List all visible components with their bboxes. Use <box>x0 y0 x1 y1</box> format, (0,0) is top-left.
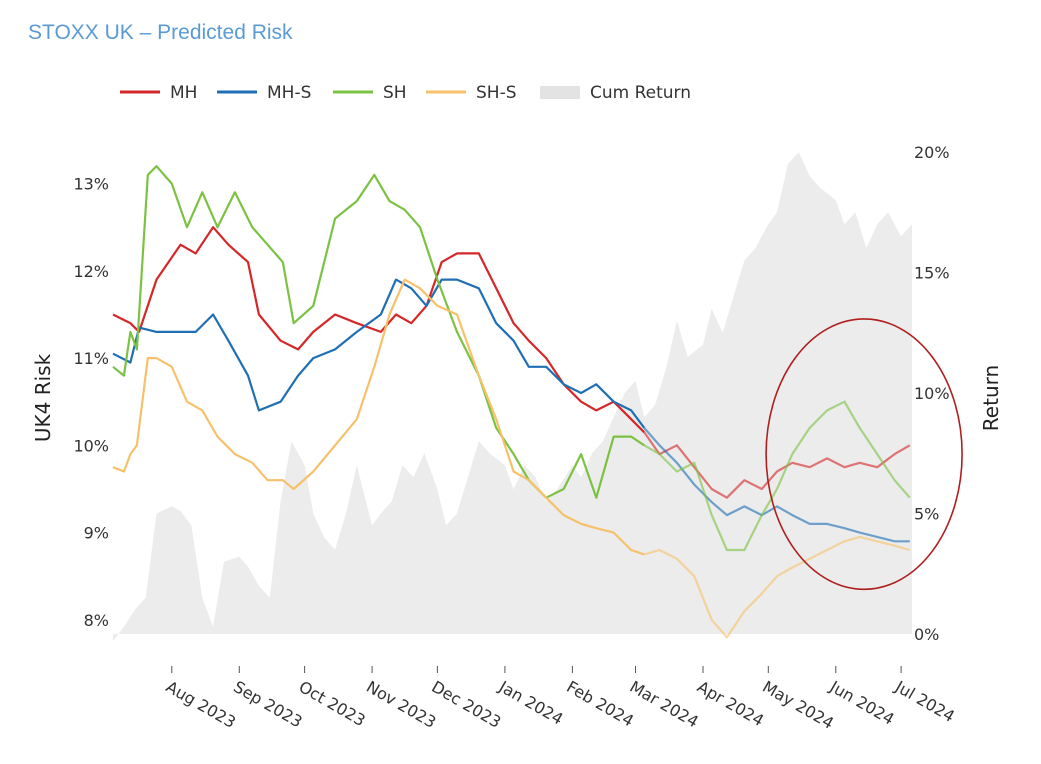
x-tick-label: Dec 2023 <box>428 677 504 732</box>
series-line-sh-s <box>112 278 645 556</box>
y-left-tick-label: 10% <box>73 436 109 455</box>
series-line-mh-faded <box>643 431 911 499</box>
y-right-tick-label: 15% <box>914 264 950 283</box>
y-left-tick-label: 13% <box>73 175 109 194</box>
legend-label-mh-s: MH-S <box>267 83 311 103</box>
x-tick-label: Aug 2023 <box>163 677 239 732</box>
y-right-tick-label: 0% <box>914 625 939 644</box>
legend-label-sh: SH <box>383 83 407 103</box>
x-tick-label: Jul 2024 <box>891 677 958 727</box>
y-left-tick-label: 12% <box>73 262 109 281</box>
highlight-ellipse <box>765 318 963 591</box>
legend: MH MH-S SH SH-S Cum Return <box>120 83 691 103</box>
chart-title: STOXX UK – Predicted Risk <box>28 21 293 44</box>
legend-label-mh: MH <box>170 83 197 103</box>
series-line-mh-s-faded <box>643 427 910 543</box>
x-tick-label: Apr 2024 <box>694 677 767 730</box>
y-left-tick-label: 11% <box>73 349 109 368</box>
left-axis-title: UK4 Risk <box>31 353 55 442</box>
series-line-sh-faded <box>643 400 911 552</box>
y-right-tick-label: 20% <box>914 143 950 162</box>
series-line-sh-s-faded <box>643 535 911 639</box>
y-right-tick-label: 5% <box>914 505 939 524</box>
x-tick-label: Nov 2023 <box>363 677 439 732</box>
lines-layer <box>112 165 911 639</box>
series-line-mh-s <box>112 278 646 429</box>
y-left-tick-label: 8% <box>84 611 109 630</box>
x-tick-label: Jun 2024 <box>826 677 898 729</box>
legend-swatch-cum-return <box>540 86 580 99</box>
series-line-sh <box>112 165 645 499</box>
x-tick-label: Oct 2023 <box>296 677 369 730</box>
x-tick-label: Sep 2023 <box>230 677 305 731</box>
y-left-tick-label: 9% <box>84 524 109 543</box>
x-tick-label: May 2024 <box>759 677 837 733</box>
x-tick-label: Jan 2024 <box>495 677 566 729</box>
y-right-tick-label: 10% <box>914 384 950 403</box>
annotation-layer <box>765 318 963 591</box>
x-tick-label: Mar 2024 <box>627 677 702 731</box>
right-axis-title: Return <box>979 365 1003 431</box>
x-tick-label: Feb 2024 <box>563 677 637 731</box>
series-line-mh <box>112 226 645 434</box>
legend-label-sh-s: SH-S <box>476 83 517 103</box>
legend-label-cum-return: Cum Return <box>590 83 691 103</box>
